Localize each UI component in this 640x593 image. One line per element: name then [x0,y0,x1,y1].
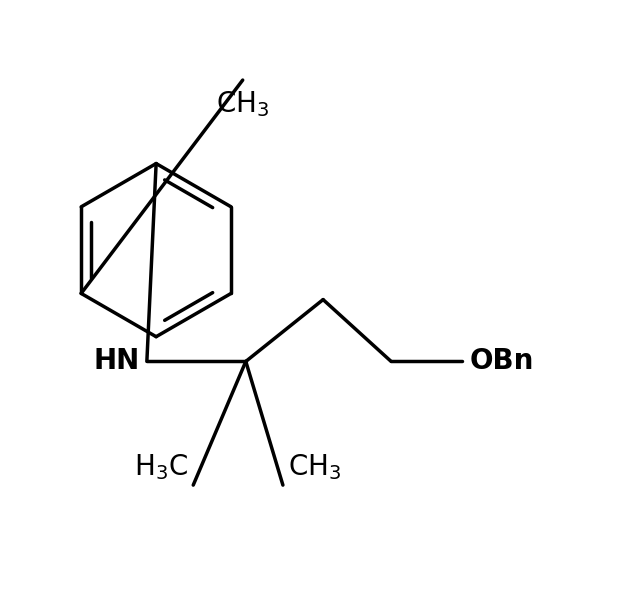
Text: $\mathsf{H_3C}$: $\mathsf{H_3C}$ [134,452,188,482]
Text: $\mathsf{CH_3}$: $\mathsf{CH_3}$ [288,452,341,482]
Text: HN: HN [93,347,140,375]
Text: $\mathsf{CH_3}$: $\mathsf{CH_3}$ [216,90,269,119]
Text: OBn: OBn [470,347,534,375]
